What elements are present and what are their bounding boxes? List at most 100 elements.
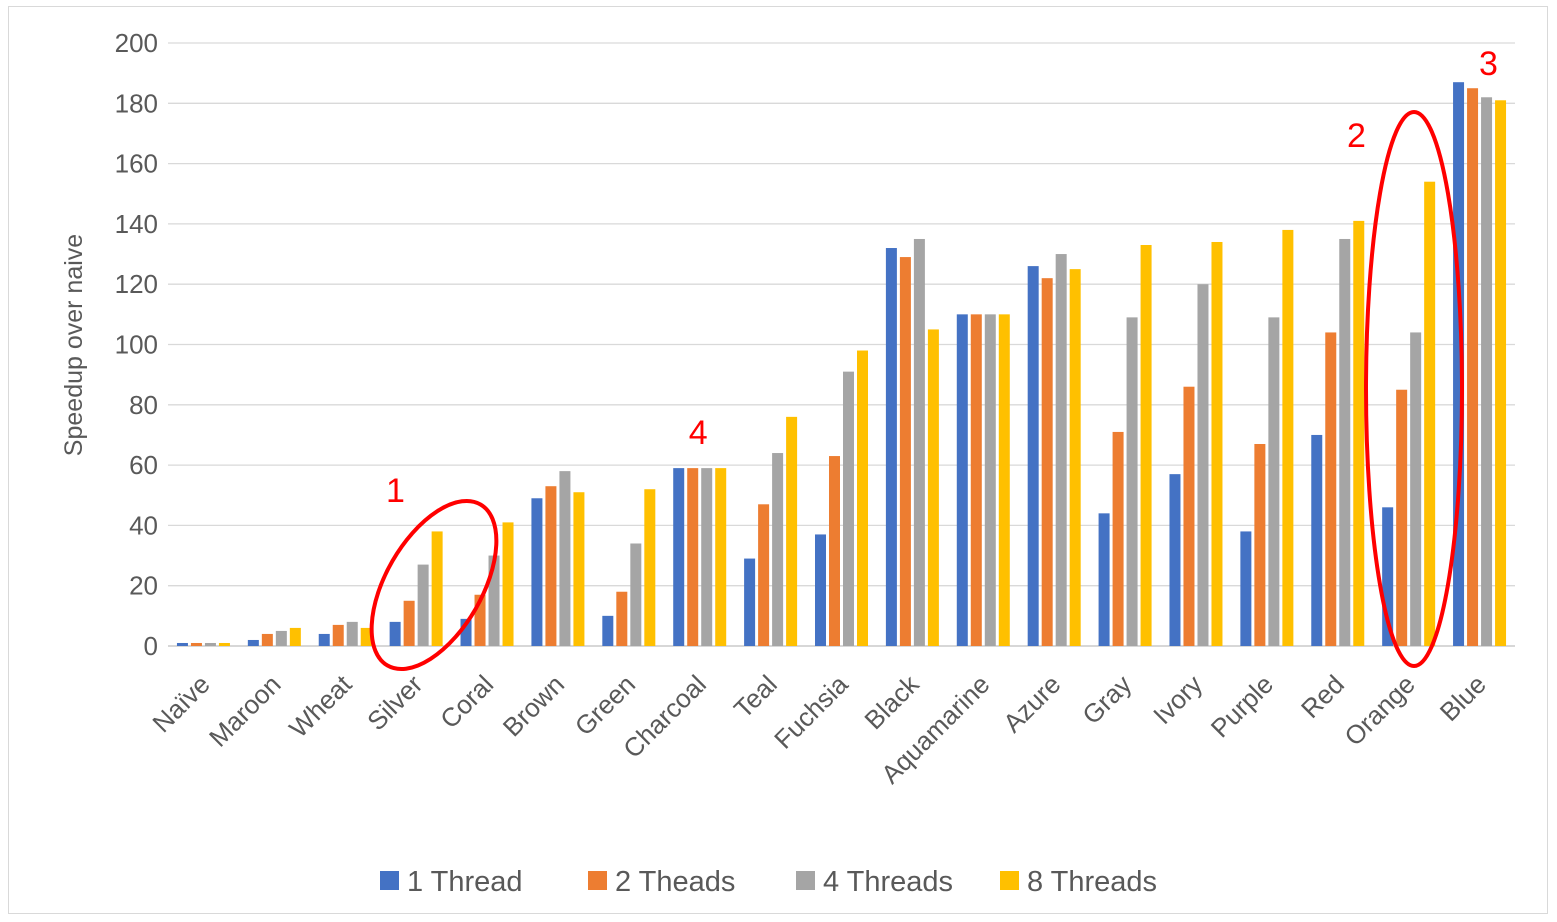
x-tick-label: Orange — [1338, 669, 1421, 752]
bar-charcoal-4 — [715, 468, 727, 646]
bar-blue-3 — [1481, 97, 1493, 646]
annotation-label: 3 — [1479, 45, 1498, 83]
bar-coral-3 — [488, 555, 500, 646]
y-tick-label: 40 — [129, 510, 158, 540]
bar-maroon-2 — [261, 633, 273, 646]
bar-brown-3 — [559, 471, 571, 646]
annotations: 1 2 3 4 — [369, 45, 1498, 672]
bar-ivory-1 — [1169, 474, 1181, 646]
bar-green-2 — [616, 591, 628, 646]
bar-black-3 — [913, 238, 925, 646]
bar-teal-3 — [772, 453, 784, 646]
x-tick-label: Gray — [1076, 669, 1137, 730]
annotation-label: 1 — [386, 472, 405, 510]
bar-azure-4 — [1069, 269, 1081, 646]
annotation-ellipse — [369, 498, 499, 672]
bar-ivory-2 — [1183, 386, 1195, 646]
x-tick-label: Red — [1295, 669, 1350, 724]
bar-wheat-1 — [318, 633, 330, 646]
bar-coral-2 — [474, 594, 486, 646]
bar-naïve-4 — [218, 642, 230, 646]
bar-wheat-3 — [346, 621, 358, 646]
legend-swatch — [796, 871, 815, 890]
bar-green-3 — [630, 543, 642, 646]
bar-naïve-3 — [204, 642, 216, 646]
bar-azure-3 — [1055, 254, 1067, 647]
bar-silver-3 — [417, 564, 429, 646]
x-tick-label: Wheat — [283, 668, 358, 743]
bar-blue-2 — [1467, 88, 1479, 647]
bar-orange-4 — [1424, 181, 1436, 646]
annotation-label: 2 — [1347, 117, 1366, 155]
y-axis-ticks: 0 20 40 60 80 100 120 140 160 180 200 — [115, 28, 158, 661]
bar-azure-1 — [1027, 266, 1039, 646]
x-tick-label: Azure — [997, 669, 1066, 738]
bar-teal-4 — [786, 416, 798, 646]
legend-label: 2 Theads — [615, 866, 735, 898]
annotation-ellipse — [1364, 110, 1464, 668]
bar-brown-2 — [545, 486, 557, 646]
bar-coral-1 — [460, 618, 472, 646]
bar-teal-1 — [744, 558, 756, 646]
bar-coral-4 — [502, 522, 514, 646]
bar-purple-2 — [1254, 443, 1266, 646]
bar-aquamarine-4 — [998, 314, 1010, 646]
legend-swatch — [380, 871, 399, 890]
y-tick-label: 60 — [129, 450, 158, 480]
y-tick-label: 160 — [115, 149, 158, 179]
x-tick-label: Silver — [361, 669, 428, 736]
bar-charcoal-2 — [687, 468, 699, 646]
bar-wheat-4 — [360, 627, 372, 646]
bar-brown-4 — [573, 492, 585, 646]
bar-red-3 — [1339, 238, 1351, 646]
legend: 1 Thread 2 Theads 4 Threads 8 Threads — [380, 866, 1157, 898]
bar-silver-4 — [431, 531, 443, 646]
x-tick-label: Brown — [497, 669, 570, 742]
bar-fuchsia-1 — [815, 534, 826, 646]
bar-gray-4 — [1140, 245, 1152, 646]
bar-ivory-3 — [1197, 284, 1209, 646]
y-tick-label: 0 — [144, 631, 158, 661]
bar-charcoal-3 — [701, 468, 713, 646]
bar-ivory-4 — [1211, 241, 1223, 647]
bar-gray-2 — [1112, 431, 1124, 646]
bar-aquamarine-2 — [970, 314, 982, 646]
annotation-label: 4 — [689, 414, 708, 452]
y-tick-label: 180 — [115, 88, 158, 118]
bar-gray-3 — [1126, 317, 1138, 646]
y-tick-label: 80 — [129, 390, 158, 420]
y-tick-label: 100 — [115, 330, 158, 360]
bars — [176, 82, 1507, 647]
bar-fuchsia-2 — [829, 456, 840, 646]
bar-fuchsia-4 — [857, 350, 868, 646]
bar-azure-2 — [1041, 278, 1053, 646]
bar-black-1 — [885, 248, 897, 646]
bar-teal-2 — [758, 504, 770, 646]
bar-black-2 — [899, 257, 911, 646]
bar-silver-2 — [403, 600, 415, 646]
bar-aquamarine-3 — [984, 314, 996, 646]
bar-purple-4 — [1282, 229, 1294, 646]
y-tick-label: 20 — [129, 571, 158, 601]
x-tick-label: Black — [858, 668, 925, 735]
legend-label: 4 Threads — [823, 866, 953, 898]
legend-label: 1 Thread — [407, 866, 523, 898]
legend-swatch — [588, 871, 607, 890]
legend-label: 8 Threads — [1027, 866, 1157, 898]
y-tick-label: 200 — [115, 28, 158, 58]
bar-green-4 — [644, 489, 656, 646]
legend-swatch — [1000, 871, 1019, 890]
x-tick-label: Teal — [728, 669, 783, 724]
bar-purple-1 — [1240, 531, 1252, 646]
bar-maroon-4 — [289, 627, 301, 646]
bar-fuchsia-3 — [843, 371, 854, 646]
x-tick-label: Coral — [434, 669, 499, 734]
bar-maroon-1 — [247, 639, 259, 646]
x-tick-label: Ivory — [1147, 669, 1208, 730]
bar-orange-3 — [1410, 332, 1422, 646]
bar-black-4 — [927, 329, 939, 646]
bar-green-1 — [602, 615, 614, 646]
y-axis-label: Speedup over naive — [60, 234, 88, 456]
